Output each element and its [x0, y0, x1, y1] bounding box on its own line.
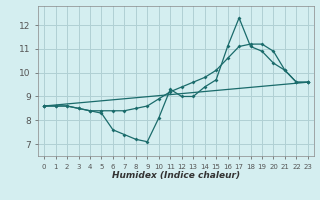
X-axis label: Humidex (Indice chaleur): Humidex (Indice chaleur) [112, 171, 240, 180]
